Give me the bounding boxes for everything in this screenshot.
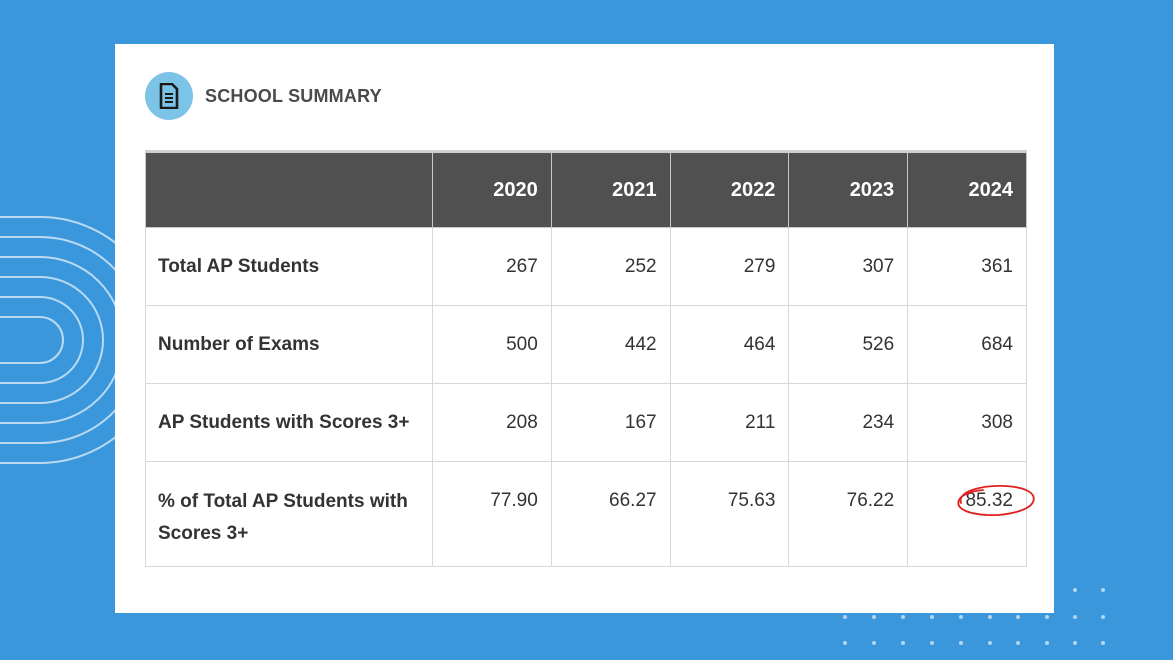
table-cell: 267 bbox=[432, 227, 552, 306]
decorative-dot bbox=[959, 641, 963, 645]
decorative-dot bbox=[1073, 588, 1077, 592]
section-title: SCHOOL SUMMARY bbox=[205, 85, 382, 106]
highlighted-value: 85.32 bbox=[957, 485, 1036, 516]
decorative-dot bbox=[901, 641, 905, 645]
decorative-dot bbox=[1073, 641, 1077, 645]
decorative-dot bbox=[1045, 641, 1049, 645]
decorative-dot bbox=[930, 615, 934, 619]
row-label: Number of Exams bbox=[145, 305, 433, 384]
header-cell: 2020 bbox=[432, 151, 552, 228]
decorative-dot bbox=[1045, 615, 1049, 619]
table-cell: 442 bbox=[550, 305, 671, 384]
decorative-dot bbox=[872, 641, 876, 645]
table-cell: 279 bbox=[669, 227, 790, 306]
decorative-dot bbox=[1016, 641, 1020, 645]
header-cell: 2024 bbox=[907, 151, 1027, 228]
decorative-dot bbox=[901, 615, 905, 619]
table-row: Total AP Students 267 252 279 307 361 bbox=[145, 227, 1027, 306]
table-cell: 684 bbox=[907, 305, 1027, 384]
table-row: Number of Exams 500 442 464 526 684 bbox=[145, 305, 1027, 384]
decorative-dot bbox=[872, 615, 876, 619]
table-header-row: 2020 2021 2022 2023 2024 bbox=[145, 151, 1027, 228]
decorative-dot bbox=[959, 615, 963, 619]
highlighted-value-text: 85.32 bbox=[965, 490, 1013, 511]
table-cell: 500 bbox=[432, 305, 552, 384]
school-summary-card: SCHOOL SUMMARY 2020 2021 2022 2023 2024 … bbox=[115, 44, 1054, 613]
decorative-dot bbox=[988, 615, 992, 619]
decorative-dot bbox=[1101, 615, 1105, 619]
decorative-dot bbox=[1101, 588, 1105, 592]
table-cell: 252 bbox=[550, 227, 671, 306]
header-cell bbox=[145, 151, 433, 228]
table-cell: 66.27 bbox=[550, 461, 671, 567]
row-label: AP Students with Scores 3+ bbox=[145, 383, 433, 462]
decorative-dot bbox=[1101, 641, 1105, 645]
decorative-dot bbox=[843, 615, 847, 619]
document-icon bbox=[145, 72, 193, 120]
table-cell: 211 bbox=[669, 383, 790, 462]
decorative-dot bbox=[1073, 615, 1077, 619]
table-cell: 208 bbox=[432, 383, 552, 462]
table-cell: 167 bbox=[550, 383, 671, 462]
table-cell: 361 bbox=[907, 227, 1027, 306]
table-cell: 77.90 bbox=[432, 461, 552, 567]
table-row: AP Students with Scores 3+ 208 167 211 2… bbox=[145, 383, 1027, 462]
decorative-dot bbox=[988, 641, 992, 645]
table-cell: 75.63 bbox=[669, 461, 790, 567]
table-cell: 464 bbox=[669, 305, 790, 384]
section-header: SCHOOL SUMMARY bbox=[145, 72, 382, 120]
header-cell: 2021 bbox=[550, 151, 671, 228]
summary-table: 2020 2021 2022 2023 2024 Total AP Studen… bbox=[145, 150, 1036, 567]
header-cell: 2023 bbox=[788, 151, 909, 228]
table-cell: 526 bbox=[788, 305, 909, 384]
table-cell: 307 bbox=[788, 227, 909, 306]
table-cell: 234 bbox=[788, 383, 909, 462]
header-cell: 2022 bbox=[669, 151, 790, 228]
red-circle-annotation bbox=[957, 485, 1036, 516]
row-label: Total AP Students bbox=[145, 227, 433, 306]
table-cell: 76.22 bbox=[788, 461, 909, 567]
table-cell: 308 bbox=[907, 383, 1027, 462]
decorative-dot bbox=[1016, 615, 1020, 619]
row-label: % of Total AP Students with Scores 3+ bbox=[145, 461, 433, 567]
table-cell-highlighted: 85.32 bbox=[907, 461, 1036, 567]
decorative-dot bbox=[843, 641, 847, 645]
table-row: % of Total AP Students with Scores 3+ 77… bbox=[145, 461, 1036, 567]
decorative-dot bbox=[930, 641, 934, 645]
